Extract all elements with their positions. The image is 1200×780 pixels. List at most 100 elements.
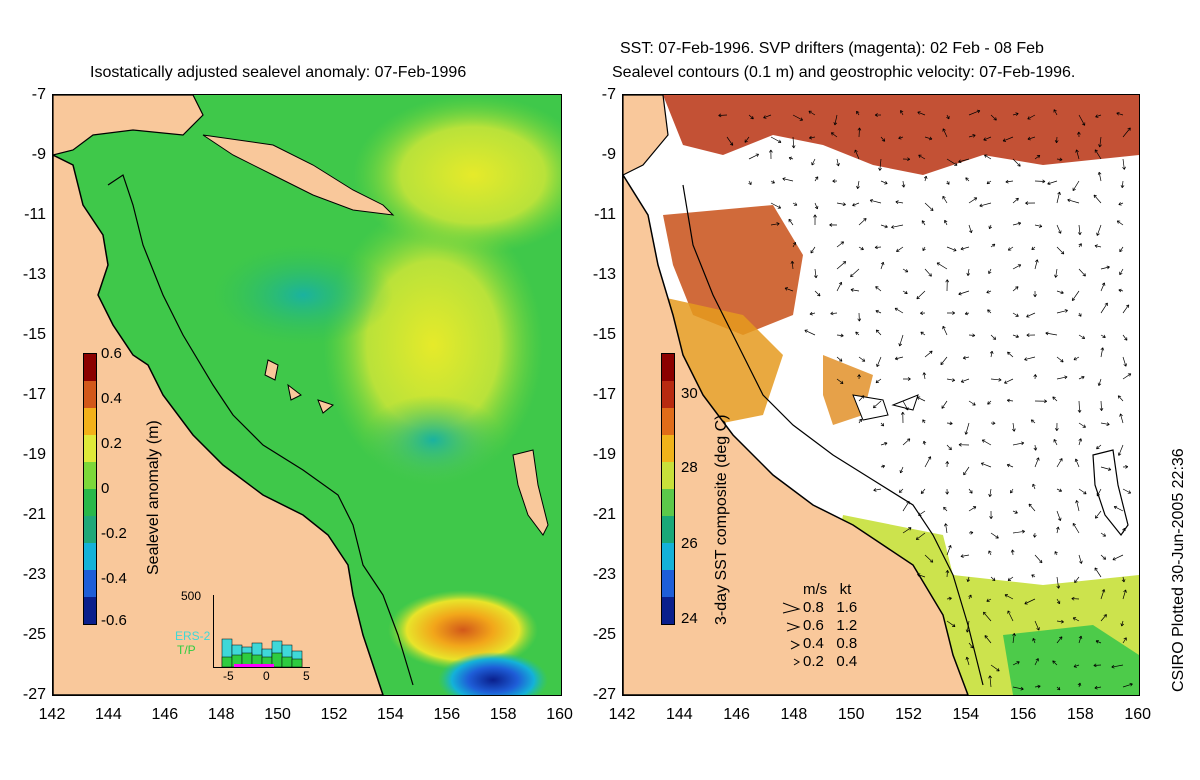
- velocity-arrow: [968, 333, 976, 338]
- velocity-arrow: [946, 421, 953, 426]
- velocity-arrow: [990, 377, 1002, 382]
- velocity-arrow: [858, 395, 865, 402]
- sst-warm-west: [663, 205, 803, 335]
- velocity-arrow: [1072, 522, 1080, 534]
- velocity-arrow: [988, 268, 992, 275]
- velocity-arrow: [1119, 413, 1124, 424]
- velocity-arrow: [875, 286, 882, 292]
- velocity-arrow: [964, 422, 970, 435]
- x-tick-label: 152: [895, 706, 922, 723]
- velocity-arrow: [1098, 136, 1102, 148]
- velocity-arrow: [1078, 312, 1082, 317]
- velocity-arrow: [1004, 594, 1014, 600]
- velocity-arrow: [1077, 131, 1081, 138]
- velocity-arrow: [1053, 439, 1058, 446]
- velocity-arrow: [1096, 224, 1102, 236]
- velocity-arrow: [964, 311, 970, 316]
- velocity-arrow: [1122, 465, 1129, 469]
- velocity-arrow: [1005, 179, 1014, 184]
- velocity-arrow: [748, 153, 760, 160]
- velocity-arrow: [1034, 684, 1041, 689]
- velocity-arrow: [1012, 112, 1019, 116]
- colorbar-swatch: [662, 597, 674, 625]
- velocity-arrow: [1056, 619, 1064, 624]
- velocity-arrow: [920, 311, 926, 315]
- velocity-arrow: [1012, 632, 1016, 644]
- velocity-arrow: [1032, 532, 1037, 538]
- velocity-legend-row: 0.8 1.6: [803, 599, 858, 616]
- velocity-arrow: [958, 442, 970, 447]
- velocity-arrow: [1095, 114, 1102, 118]
- velocity-arrow: [917, 111, 926, 116]
- velocity-arrow: [1072, 617, 1080, 622]
- velocity-arrow: [1067, 198, 1080, 204]
- velocity-arrow: [788, 156, 794, 161]
- colorbar-swatch: [84, 597, 96, 625]
- velocity-arrow: [965, 620, 970, 633]
- velocity-arrow: [1028, 503, 1036, 512]
- velocity-arrow: [986, 598, 992, 602]
- negative-anomaly-region: [363, 395, 503, 485]
- x-tick-label: 150: [837, 706, 865, 723]
- sealevel-colorbar-swatches: [84, 354, 96, 625]
- velocity-arrow: [1099, 400, 1104, 411]
- colorbar-swatch: [84, 435, 96, 463]
- colorbar-swatch: [662, 570, 674, 598]
- velocity-arrow: [1116, 220, 1124, 226]
- velocity-arrow: [1010, 488, 1014, 494]
- velocity-arrow: [1094, 510, 1102, 519]
- velocity-arrow: [880, 180, 888, 185]
- left-panel-title: Isostatically adjusted sealevel anomaly:…: [90, 64, 467, 81]
- colorbar-swatch: [662, 462, 674, 490]
- sst-green-south: [1003, 625, 1139, 695]
- x-tick-label: 144: [665, 706, 693, 723]
- velocity-arrow: [946, 311, 956, 315]
- y-tick-label: -13: [22, 266, 46, 283]
- velocity-arrow: [1052, 396, 1058, 402]
- velocity-arrow: [1078, 635, 1083, 644]
- velocity-arrow: [1078, 422, 1086, 428]
- velocity-arrow: [1012, 197, 1019, 204]
- velocity-arrow: [1026, 312, 1036, 318]
- velocity-arrow: [1100, 589, 1106, 600]
- velocity-arrow: [858, 246, 864, 251]
- x-tick-label: 144: [95, 706, 122, 723]
- australia-land: [53, 154, 384, 695]
- velocity-arrow: [946, 114, 950, 120]
- velocity-arrow: [1077, 224, 1082, 236]
- sealevel-colorbar-tick: 0.4: [101, 390, 122, 407]
- velocity-arrow: [900, 110, 904, 116]
- y-tick-label: -11: [594, 206, 616, 223]
- velocity-arrow: [1056, 224, 1062, 234]
- velocity-arrow: [990, 576, 996, 582]
- velocity-arrow: [1056, 488, 1063, 492]
- velocity-arrow: [872, 400, 882, 409]
- velocity-arrow: [1100, 347, 1105, 358]
- velocity-arrow: [1097, 171, 1102, 182]
- colorbar-swatch: [84, 543, 96, 571]
- sealevel-colorbar-label: Sealevel anomaly (m): [145, 420, 162, 575]
- velocity-arrow: [916, 290, 926, 300]
- velocity-arrow: [990, 532, 999, 539]
- velocity-arrow: [1004, 378, 1014, 384]
- velocity-arrow: [1034, 259, 1039, 270]
- velocity-arrow: [924, 554, 934, 563]
- velocity-arrow: [784, 287, 794, 292]
- velocity-arrow: [1118, 202, 1124, 206]
- velocity-arrow: [963, 466, 970, 476]
- velocity-arrow: [965, 177, 970, 182]
- velocity-arrow: [830, 132, 838, 138]
- velocity-arrow: [809, 311, 816, 316]
- sealevel-colorbar-tick: -0.6: [101, 612, 127, 629]
- right-panel-title-line2: Sealevel contours (0.1 m) and geostrophi…: [612, 64, 1076, 81]
- y-tick-label: -15: [22, 326, 46, 343]
- velocity-arrow: [989, 350, 994, 358]
- y-tick-label: -23: [22, 566, 46, 583]
- velocity-arrow: [836, 378, 844, 384]
- velocity-arrow: [960, 378, 970, 383]
- velocity-arrow: [918, 510, 926, 516]
- velocity-arrow: [836, 241, 845, 248]
- velocity-arrow: [876, 356, 882, 368]
- velocity-arrow: [1024, 356, 1036, 361]
- velocity-arrow: [1075, 500, 1080, 512]
